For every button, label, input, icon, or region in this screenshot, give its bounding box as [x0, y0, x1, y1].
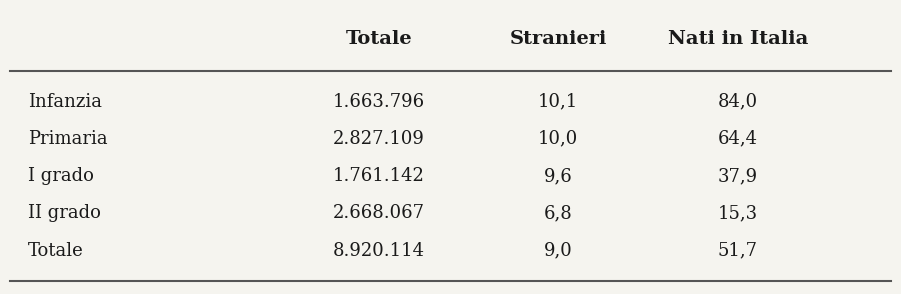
Text: 9,0: 9,0 — [544, 242, 573, 260]
Text: 10,1: 10,1 — [538, 93, 578, 111]
Text: 9,6: 9,6 — [544, 167, 573, 185]
Text: 8.920.114: 8.920.114 — [332, 242, 424, 260]
Text: Stranieri: Stranieri — [510, 30, 607, 48]
Text: 84,0: 84,0 — [718, 93, 758, 111]
Text: Totale: Totale — [345, 30, 412, 48]
Text: 1.663.796: 1.663.796 — [332, 93, 424, 111]
Text: 2.668.067: 2.668.067 — [332, 204, 424, 222]
Text: Nati in Italia: Nati in Italia — [668, 30, 808, 48]
Text: 2.827.109: 2.827.109 — [332, 130, 424, 148]
Text: 6,8: 6,8 — [544, 204, 573, 222]
Text: Infanzia: Infanzia — [28, 93, 103, 111]
Text: Primaria: Primaria — [28, 130, 108, 148]
Text: 10,0: 10,0 — [538, 130, 578, 148]
Text: II grado: II grado — [28, 204, 101, 222]
Text: Totale: Totale — [28, 242, 84, 260]
Text: 51,7: 51,7 — [718, 242, 758, 260]
Text: 37,9: 37,9 — [718, 167, 758, 185]
Text: I grado: I grado — [28, 167, 95, 185]
Text: 1.761.142: 1.761.142 — [332, 167, 424, 185]
Text: 15,3: 15,3 — [718, 204, 758, 222]
Text: 64,4: 64,4 — [718, 130, 758, 148]
